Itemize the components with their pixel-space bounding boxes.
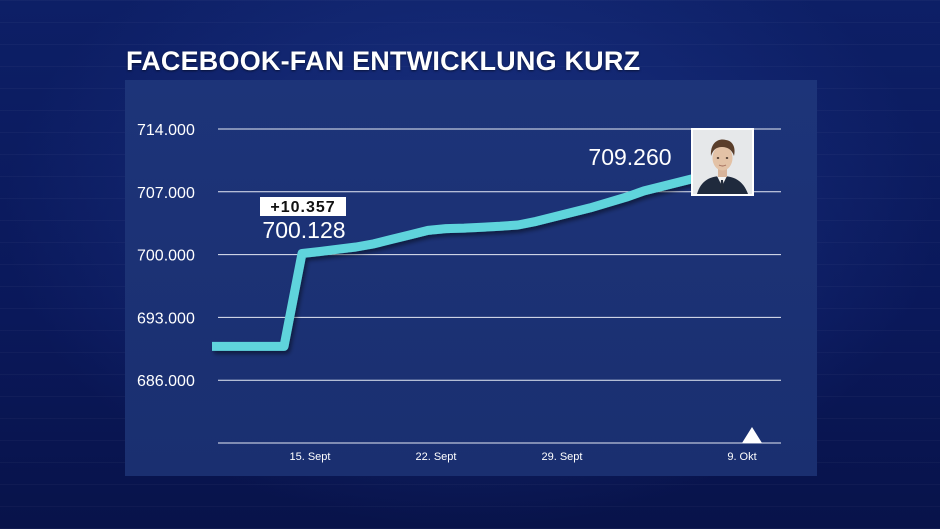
chart-title: FACEBOOK-FAN ENTWICKLUNG KURZ bbox=[126, 46, 641, 76]
y-tick-label: 693.000 bbox=[137, 310, 195, 327]
politician-photo bbox=[691, 128, 754, 196]
end-value-label: 709.260 bbox=[588, 144, 671, 170]
y-tick-label: 714.000 bbox=[137, 122, 195, 139]
x-tick-label: 22. Sept bbox=[416, 451, 457, 463]
jump-delta-badge bbox=[260, 197, 346, 216]
portrait-image bbox=[693, 130, 752, 194]
jump-value-label: 700.128 bbox=[262, 217, 345, 243]
jump-annotation: +10.357 700.128 bbox=[260, 197, 346, 243]
y-tick-label: 707.000 bbox=[137, 185, 195, 202]
current-date-marker bbox=[742, 427, 762, 443]
jump-delta-label: +10.357 bbox=[270, 199, 335, 216]
y-tick-label: 686.000 bbox=[137, 373, 195, 390]
x-tick-label: 29. Sept bbox=[542, 451, 583, 463]
y-tick-label: 700.000 bbox=[137, 248, 195, 265]
x-tick-label: 9. Okt bbox=[727, 451, 756, 463]
series-line bbox=[212, 167, 718, 351]
x-tick-label: 15. Sept bbox=[290, 451, 331, 463]
